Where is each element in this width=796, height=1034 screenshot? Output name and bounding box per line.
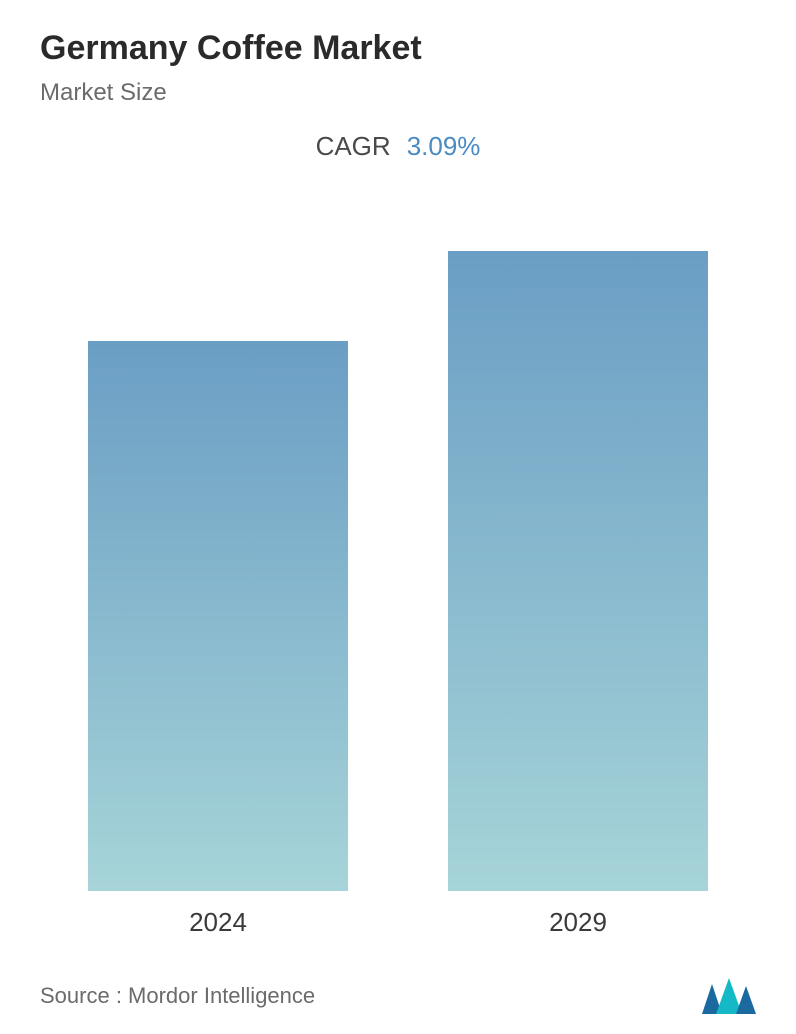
bar-2029 <box>448 251 708 891</box>
source-text: Source : Mordor Intelligence <box>40 983 315 1009</box>
mordor-logo-icon <box>702 978 756 1014</box>
bar-2024-wrap: 2024 <box>88 341 348 938</box>
bar-2024-label: 2024 <box>189 907 247 938</box>
bar-2029-label: 2029 <box>549 907 607 938</box>
page-title: Germany Coffee Market <box>40 28 756 69</box>
cagr-row: CAGR 3.09% <box>40 131 756 162</box>
cagr-value: 3.09% <box>407 131 481 162</box>
footer: Source : Mordor Intelligence <box>40 974 756 1014</box>
bar-2024 <box>88 341 348 891</box>
bar-2029-wrap: 2029 <box>448 251 708 938</box>
bar-chart: 2024 2029 <box>40 194 756 948</box>
page-subtitle: Market Size <box>40 79 756 107</box>
cagr-label: CAGR <box>316 131 391 162</box>
